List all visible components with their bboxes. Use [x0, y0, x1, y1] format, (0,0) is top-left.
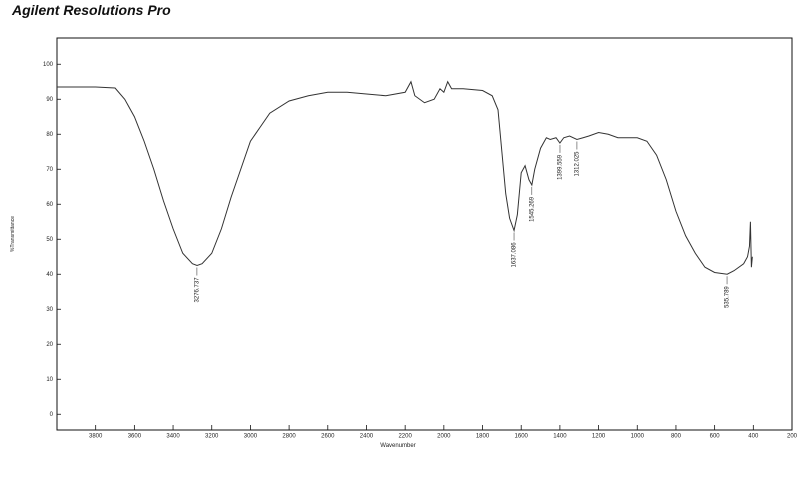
x-tick-label: 2800	[282, 434, 296, 440]
plot-frame	[56, 37, 793, 431]
peak-label: 1312.025	[574, 151, 580, 177]
peak-label: 1399.559	[558, 154, 564, 180]
x-tick-label: 200	[787, 434, 798, 440]
y-tick-label: 40	[46, 272, 53, 278]
y-tick-label: 60	[46, 202, 53, 208]
peak-label: 535.789	[725, 286, 731, 308]
x-axis-label: Wavenumber	[380, 443, 415, 449]
x-tick-label: 400	[748, 434, 759, 440]
peak-label: 1637.086	[512, 242, 518, 268]
x-tick-label: 2200	[398, 434, 412, 440]
x-tick-label: 1200	[592, 434, 606, 440]
y-tick-label: 20	[46, 342, 53, 348]
x-tick-label: 2000	[437, 434, 451, 440]
x-tick-label: 3200	[205, 434, 219, 440]
x-tick-label: 3600	[128, 434, 142, 440]
x-tick-label: 3800	[89, 434, 103, 440]
y-tick-label: 10	[46, 377, 53, 383]
y-tick-label: 100	[43, 62, 54, 68]
y-tick-label: 30	[46, 307, 53, 313]
x-tick-label: 2400	[360, 434, 374, 440]
x-tick-label: 1600	[515, 434, 529, 440]
x-tick-label: 1000	[631, 434, 645, 440]
peak-label: 1545.269	[529, 196, 535, 222]
y-tick-label: 70	[46, 167, 53, 173]
x-tick-label: 800	[671, 434, 682, 440]
spectrum-line	[57, 80, 753, 275]
y-tick-label: 50	[46, 237, 53, 243]
x-tick-label: 600	[710, 434, 721, 440]
y-tick-label: 80	[46, 132, 53, 138]
x-tick-label: 3400	[166, 434, 180, 440]
x-tick-label: 1400	[553, 434, 567, 440]
y-tick-label: 0	[50, 412, 54, 418]
peak-label: 3276.737	[194, 277, 200, 303]
y-axis-label: %Transmittance	[10, 216, 16, 252]
chart-title: Agilent Resolutions Pro	[11, 2, 171, 18]
y-tick-label: 90	[46, 97, 53, 103]
x-tick-label: 3000	[244, 434, 258, 440]
x-tick-label: 1800	[476, 434, 490, 440]
x-tick-label: 2600	[321, 434, 335, 440]
